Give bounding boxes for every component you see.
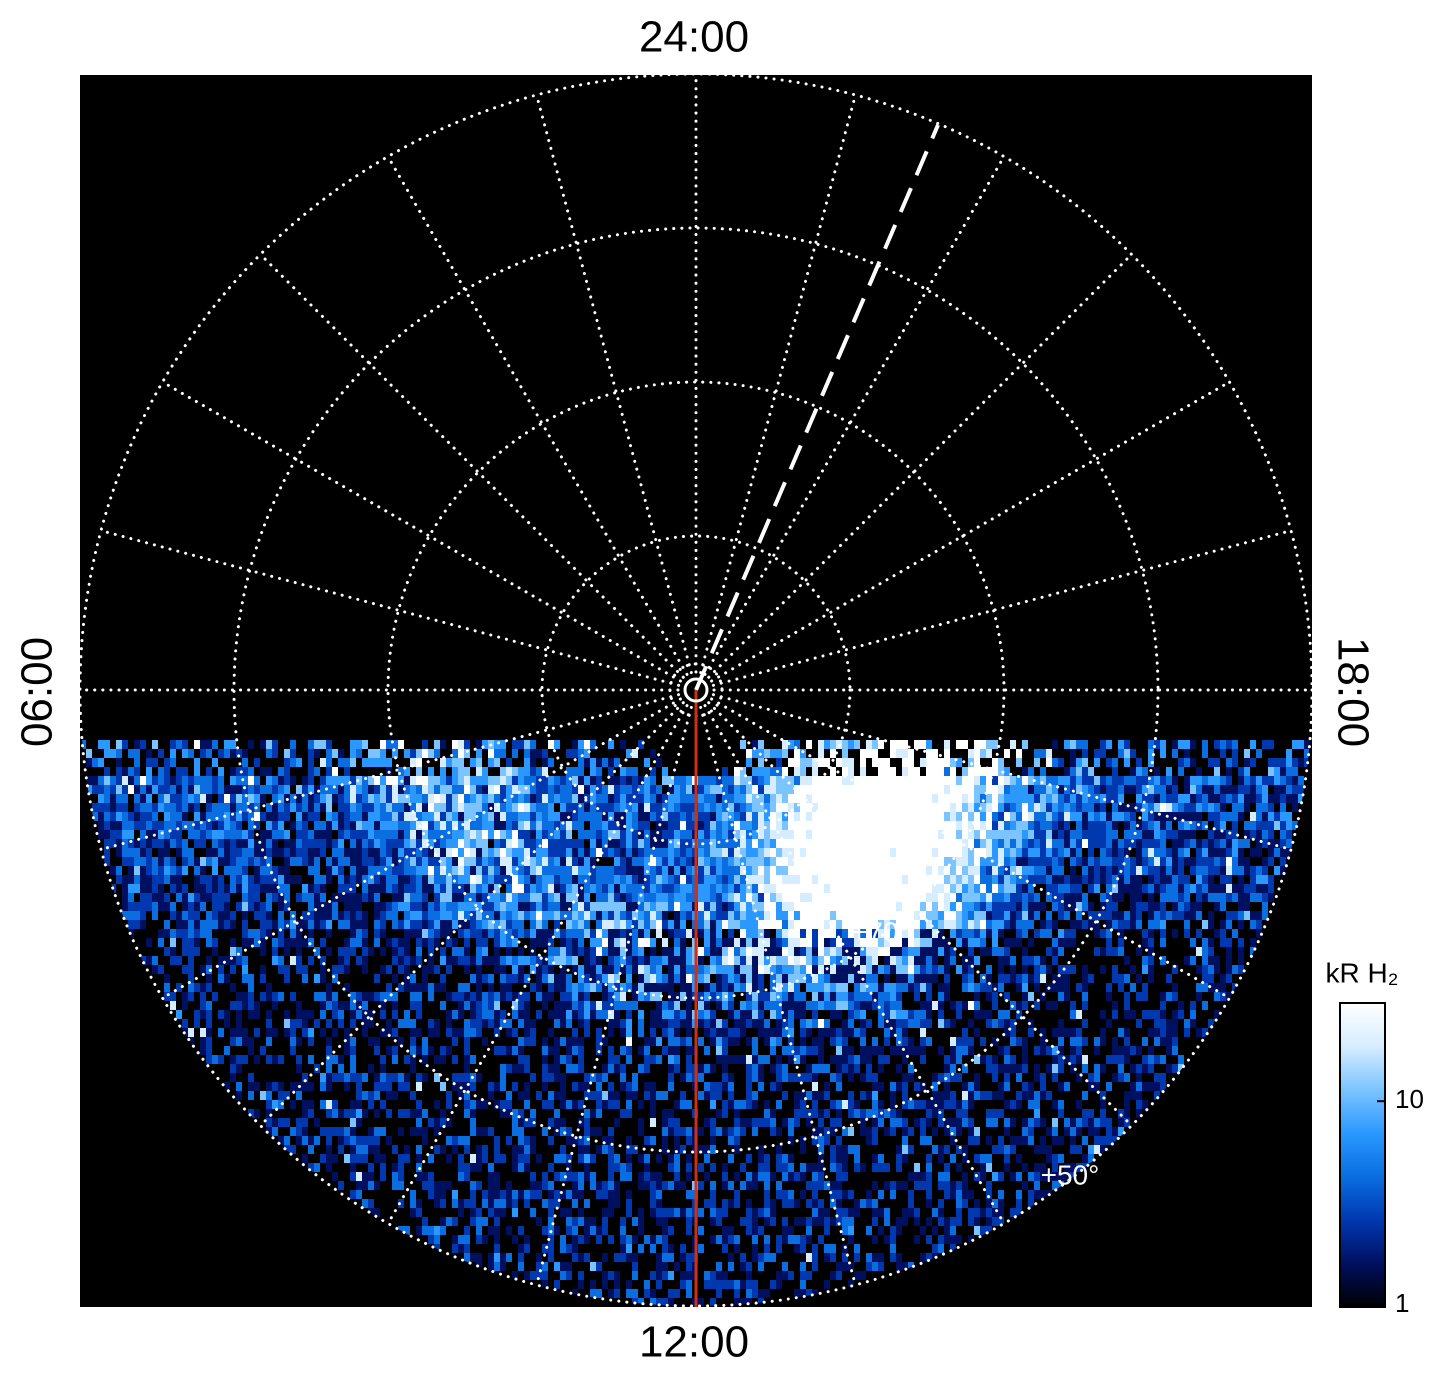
hour-label: 12:00: [639, 1318, 749, 1367]
meridian-line: [710, 697, 1231, 1000]
latitude-circle: [78, 72, 1314, 1308]
meridian-line: [699, 705, 857, 1287]
meridian-line: [535, 705, 693, 1287]
colorbar-body: [1339, 1002, 1386, 1308]
colorbar-tick-label: 10: [1395, 1084, 1424, 1114]
colorbar-title: kR H₂: [1325, 957, 1398, 988]
hour-label: 24:00: [639, 13, 749, 62]
meridian-line: [386, 155, 689, 676]
latitude-circle: [386, 380, 1006, 1000]
meridian-line: [699, 93, 857, 675]
latitude-label: +50°: [1041, 1159, 1100, 1190]
meridian-line: [707, 252, 1134, 679]
image-cells: [80, 740, 1310, 1306]
meridian-line: [703, 155, 1006, 676]
latitude-label: +70°: [851, 917, 910, 948]
meridian-line: [161, 697, 682, 1000]
meridian-line: [535, 93, 693, 675]
meridian-line: [707, 701, 1134, 1128]
meridian-line: [386, 704, 689, 1225]
meridian-line: [710, 380, 1231, 683]
meridian-line: [99, 529, 681, 687]
colorbar: kR H₂ 1 10: [1325, 957, 1423, 1317]
image-cells: [122, 740, 1256, 1262]
dashed-meridian: [694, 124, 940, 691]
meridian-line: [703, 704, 1006, 1225]
meridian-line: [711, 529, 1293, 687]
meridian-line: [161, 380, 682, 683]
hour-label: 18:00: [1328, 637, 1377, 747]
hour-label: 06:00: [13, 637, 62, 747]
meridian-line: [99, 693, 681, 851]
colorbar-tick-label: 1: [1395, 1288, 1409, 1318]
meridian-line: [258, 701, 685, 1128]
pole-marker: [683, 677, 709, 703]
meridian-line: [711, 693, 1293, 851]
meridian-line: [258, 252, 685, 679]
